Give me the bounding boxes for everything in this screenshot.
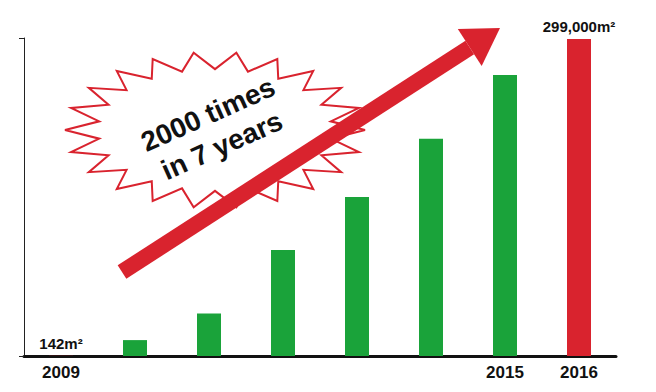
svg-text:2009: 2009 — [42, 363, 80, 382]
svg-text:142m²: 142m² — [39, 335, 82, 352]
svg-text:in 7 years: in 7 years — [157, 105, 288, 186]
svg-text:2000 times: 2000 times — [136, 71, 280, 158]
svg-text:2016: 2016 — [560, 363, 598, 382]
svg-text:299,000m²: 299,000m² — [543, 18, 616, 35]
svg-text:2015: 2015 — [486, 363, 524, 382]
